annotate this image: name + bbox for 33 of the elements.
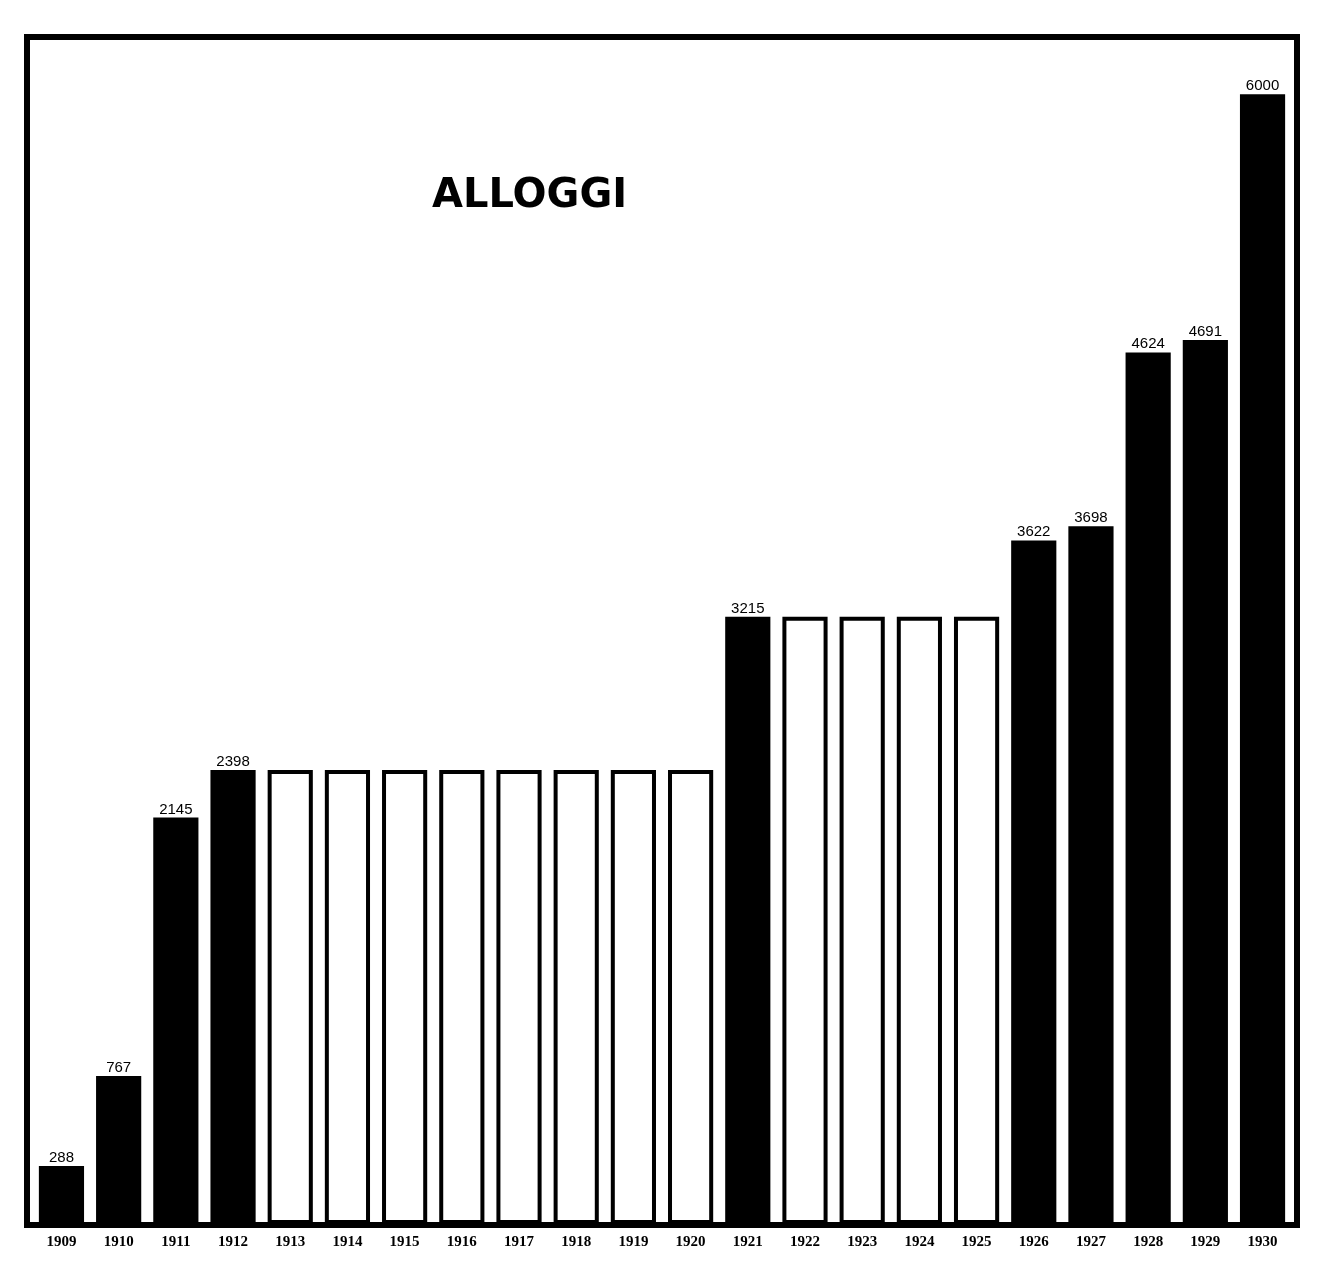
x-tick-label: 1922 [789, 1233, 820, 1249]
data-label: 4691 [1188, 321, 1223, 339]
x-tick-label: 1924 [904, 1233, 935, 1249]
x-tick-label: 1925 [961, 1233, 992, 1249]
data-label: 3215 [731, 598, 765, 616]
data-label: 767 [106, 1058, 132, 1076]
x-tick-label: 1913 [275, 1233, 306, 1249]
data-label: 2145 [159, 799, 193, 817]
x-tick-label: 1912 [218, 1233, 249, 1249]
x-tick-label: 1916 [446, 1233, 478, 1249]
x-tick-label: 1910 [103, 1233, 134, 1249]
data-label: 2398 [216, 752, 250, 770]
text: ALLOGGI [432, 170, 628, 217]
data-label: 6000 [1245, 76, 1280, 94]
x-tick-label: 1928 [1133, 1233, 1164, 1249]
data-label: 3622 [1017, 522, 1051, 540]
data-label: 3698 [1074, 508, 1108, 526]
x-tick-label: 1919 [618, 1233, 649, 1249]
x-tick-label: 1911 [161, 1233, 191, 1249]
x-tick-label: 1917 [504, 1233, 535, 1249]
data-label: 4624 [1131, 334, 1165, 352]
x-tick-label: 1926 [1018, 1233, 1050, 1249]
x-tick-label: 1909 [46, 1233, 77, 1249]
x-tick-label: 1920 [675, 1233, 706, 1249]
data-label: 288 [48, 1147, 74, 1165]
x-tick-label: 1921 [732, 1233, 763, 1249]
x-tick-label: 1915 [389, 1233, 420, 1249]
x-tick-label: 1914 [332, 1233, 363, 1249]
x-tick-label: 1929 [1190, 1233, 1221, 1249]
x-tick-label: 1930 [1247, 1233, 1278, 1249]
x-tick-label: 1927 [1075, 1233, 1107, 1249]
x-tick-label: 1923 [847, 1233, 878, 1249]
x-tick-label: 1918 [561, 1233, 592, 1249]
